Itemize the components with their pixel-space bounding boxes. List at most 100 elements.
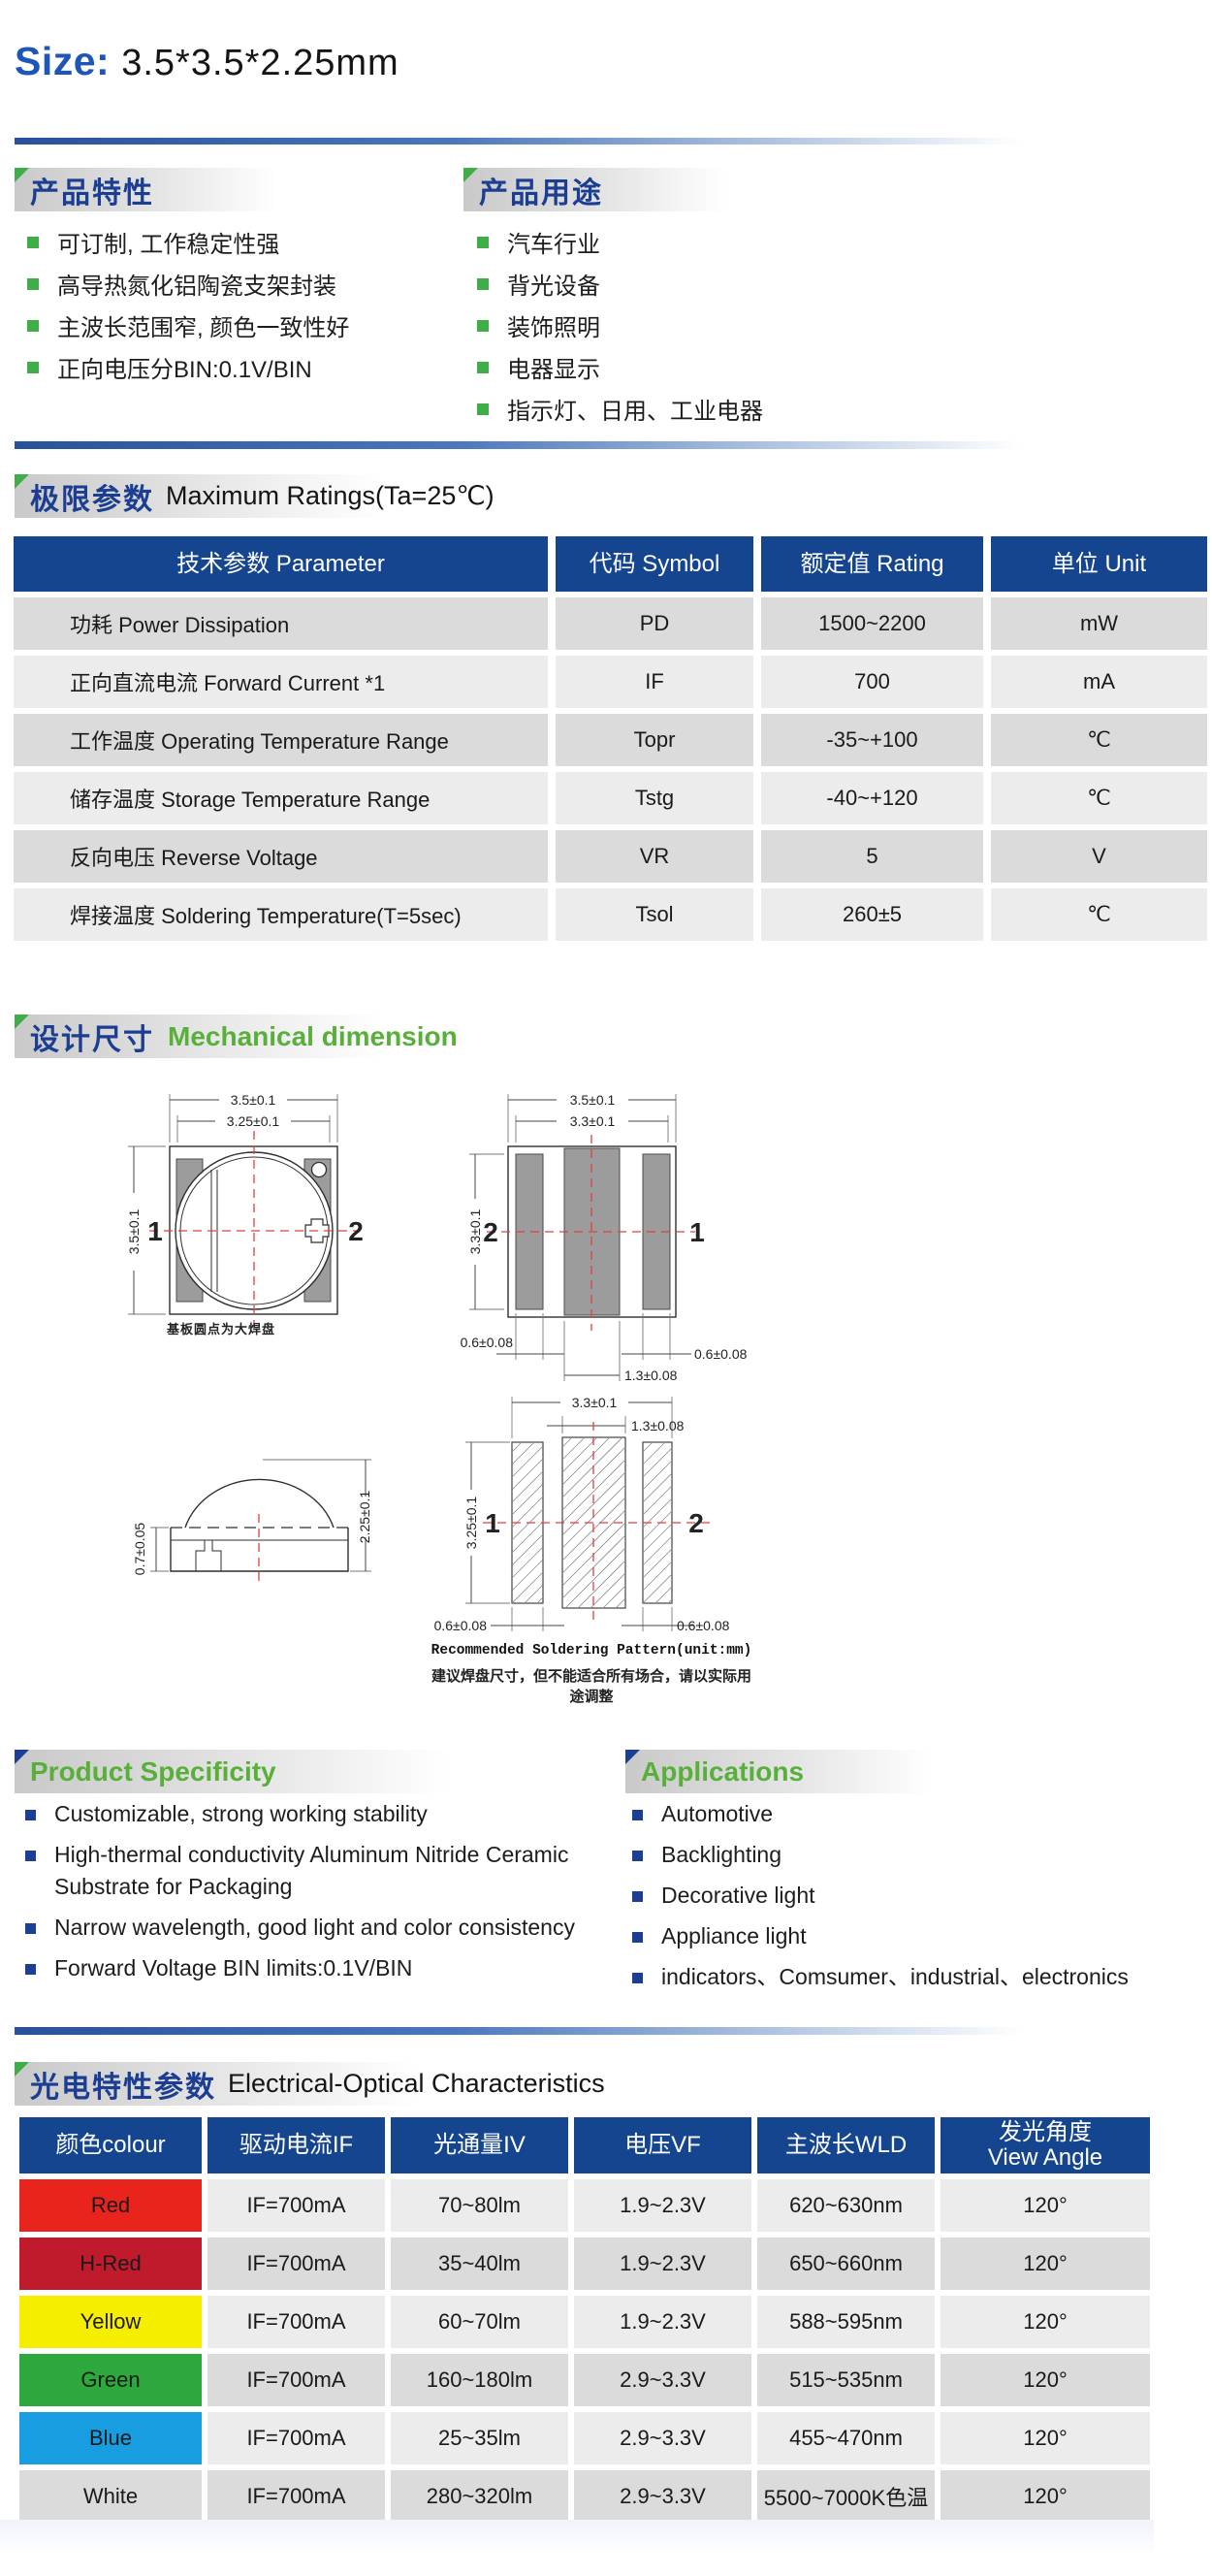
cell-voltage: 2.9~3.3V	[574, 2470, 751, 2523]
svg-text:0.6±0.08: 0.6±0.08	[677, 1618, 730, 1633]
cell-voltage: 1.9~2.3V	[574, 2179, 751, 2232]
cell-wavelength: 620~630nm	[757, 2179, 935, 2232]
size-label: Size:	[15, 39, 111, 83]
max-ratings-table: 技术参数 Parameter 代码 Symbol 额定值 Rating 单位 U…	[14, 536, 1207, 941]
column-header-line1: 发光角度	[999, 2119, 1092, 2145]
list-item: 可订制, 工作稳定性强	[27, 221, 349, 263]
cell-parameter: 焊接温度 Soldering Temperature(T=5sec)	[14, 888, 548, 941]
cell-parameter: 正向直流电流 Forward Current *1	[14, 656, 548, 708]
drawing-side-view: 0.7±0.05 2.25±0.1	[132, 1459, 372, 1586]
column-header: 技术参数 Parameter	[14, 536, 548, 592]
column-header: 电压VF	[574, 2117, 751, 2174]
cell-symbol: PD	[556, 597, 753, 650]
cell-flux: 60~70lm	[391, 2296, 568, 2348]
svg-text:3.5±0.1: 3.5±0.1	[126, 1208, 142, 1254]
bullet-square-icon	[477, 236, 489, 248]
list-item-text: 可订制, 工作稳定性强	[57, 232, 280, 258]
cell-wavelength: 650~660nm	[757, 2238, 935, 2290]
svg-text:0.6±0.08: 0.6±0.08	[461, 1335, 514, 1350]
section-title: 产品特性	[30, 177, 154, 209]
cell-rating: -35~+100	[761, 714, 983, 766]
bullet-square-icon	[477, 319, 489, 332]
cell-unit: mA	[991, 656, 1207, 708]
list-item-text: 指示灯、日用、工业电器	[507, 399, 763, 425]
cell-wavelength: 588~595nm	[757, 2296, 935, 2348]
bullet-square-icon	[632, 1851, 643, 1861]
column-header: 主波长WLD	[757, 2117, 935, 2174]
cell-colour: Blue	[19, 2412, 202, 2464]
section-title-zh: 极限参数	[30, 483, 154, 516]
list-item: 装饰照明	[477, 305, 763, 346]
section-title-en: Electrical-Optical Characteristics	[228, 2069, 605, 2098]
corner-triangle-icon	[463, 168, 478, 182]
bullet-square-icon	[25, 1810, 36, 1820]
bullet-square-icon	[25, 1851, 36, 1861]
cell-flux: 160~180lm	[391, 2354, 568, 2406]
svg-text:1.3±0.08: 1.3±0.08	[631, 1418, 685, 1433]
uses-list: 汽车行业 背光设备 装饰照明 电器显示 指示灯、日用、工业电器	[477, 221, 763, 430]
cell-unit: ℃	[991, 714, 1207, 766]
section-title: 产品用途	[479, 177, 603, 209]
cell-symbol: VR	[556, 830, 753, 883]
cell-unit: ℃	[991, 772, 1207, 824]
cell-angle: 120°	[941, 2179, 1150, 2232]
svg-text:0.7±0.05: 0.7±0.05	[132, 1523, 147, 1576]
corner-triangle-icon	[15, 1014, 29, 1029]
cell-unit: V	[991, 830, 1207, 883]
section-header-specificity: Product Specificity	[15, 1750, 447, 1793]
list-item: 高导热氮化铝陶瓷支架封装	[27, 263, 349, 305]
list-item: Automotive	[632, 1798, 1204, 1830]
bullet-square-icon	[27, 319, 39, 332]
list-item-text: 高导热氮化铝陶瓷支架封装	[57, 274, 336, 300]
size-heading: Size: 3.5*3.5*2.25mm	[15, 39, 399, 84]
list-item: High-thermal conductivity Aluminum Nitri…	[25, 1839, 624, 1903]
cell-flux: 70~80lm	[391, 2179, 568, 2232]
bullet-square-icon	[632, 1891, 643, 1902]
cell-rating: -40~+120	[761, 772, 983, 824]
cell-angle: 120°	[941, 2412, 1150, 2464]
list-item: 背光设备	[477, 263, 763, 305]
cell-current: IF=700mA	[207, 2412, 385, 2464]
optical-table: 颜色colour 驱动电流IF 光通量IV 电压VF 主波长WLD 发光角度 V…	[19, 2117, 1150, 2523]
cell-wavelength: 455~470nm	[757, 2412, 935, 2464]
column-header: 代码 Symbol	[556, 536, 753, 592]
list-item-text: 背光设备	[507, 274, 600, 300]
cell-current: IF=700mA	[207, 2354, 385, 2406]
list-item-text: Appliance light	[661, 1923, 807, 1948]
svg-text:0.6±0.08: 0.6±0.08	[694, 1346, 748, 1362]
cell-parameter: 功耗 Power Dissipation	[14, 597, 548, 650]
list-item: 汽车行业	[477, 221, 763, 263]
divider	[15, 138, 1110, 145]
svg-text:1: 1	[485, 1508, 500, 1538]
column-header: 单位 Unit	[991, 536, 1207, 592]
drawing-caption: 基板圆点为大焊盘	[167, 1322, 276, 1336]
list-item-text: 正向电压分BIN:0.1V/BIN	[57, 357, 312, 383]
cell-flux: 25~35lm	[391, 2412, 568, 2464]
cell-angle: 120°	[941, 2296, 1150, 2348]
svg-text:1: 1	[147, 1216, 163, 1246]
cell-angle: 120°	[941, 2238, 1150, 2290]
cell-parameter: 工作温度 Operating Temperature Range	[14, 714, 548, 766]
cell-current: IF=700mA	[207, 2238, 385, 2290]
cell-flux: 280~320lm	[391, 2470, 568, 2523]
bullet-square-icon	[25, 1923, 36, 1934]
svg-text:3.3±0.1: 3.3±0.1	[570, 1113, 616, 1129]
list-item: Backlighting	[632, 1839, 1204, 1871]
bullet-square-icon	[632, 1932, 643, 1943]
corner-triangle-icon	[15, 168, 29, 182]
applications-list: Automotive Backlighting Decorative light…	[632, 1798, 1204, 2002]
corner-triangle-icon	[625, 1750, 640, 1764]
list-item-text: Narrow wavelength, good light and color …	[54, 1915, 575, 1940]
list-item-text: Decorative light	[661, 1883, 815, 1908]
cell-colour: White	[19, 2470, 202, 2523]
svg-text:2: 2	[483, 1217, 498, 1247]
cell-rating: 260±5	[761, 888, 983, 941]
cell-current: IF=700mA	[207, 2470, 385, 2523]
svg-text:2.25±0.1: 2.25±0.1	[357, 1491, 372, 1544]
bullet-square-icon	[477, 361, 489, 373]
cell-voltage: 1.9~2.3V	[574, 2238, 751, 2290]
divider	[15, 441, 1110, 449]
drawing-top-view: 3.5±0.1 3.25±0.1 3.5±0.1 1 2	[126, 1092, 364, 1327]
section-title-zh: 设计尺寸	[30, 1023, 154, 1056]
cell-parameter: 储存温度 Storage Temperature Range	[14, 772, 548, 824]
